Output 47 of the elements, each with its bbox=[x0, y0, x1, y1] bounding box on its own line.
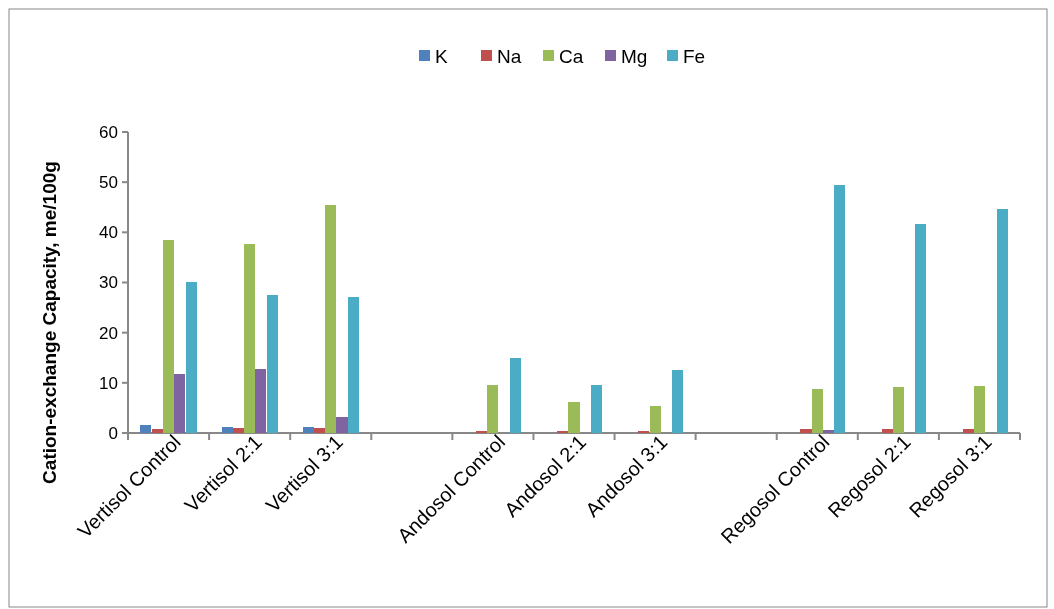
y-tick-label: 60 bbox=[99, 122, 118, 142]
bar bbox=[834, 185, 846, 433]
legend-label: Mg bbox=[621, 45, 648, 67]
bar bbox=[996, 209, 1008, 433]
bar bbox=[185, 282, 197, 433]
bar bbox=[509, 358, 522, 433]
bar bbox=[255, 368, 267, 433]
y-tick-label: 20 bbox=[99, 323, 118, 343]
bar bbox=[811, 388, 823, 433]
y-tick-label: 10 bbox=[99, 373, 118, 393]
legend-label: Ca bbox=[559, 45, 584, 67]
bar bbox=[221, 426, 233, 433]
y-tick-label: 30 bbox=[99, 273, 118, 293]
y-tick-label: 40 bbox=[99, 223, 118, 243]
bar bbox=[244, 244, 256, 433]
bar bbox=[325, 205, 337, 433]
bar bbox=[672, 370, 684, 433]
bar bbox=[557, 430, 569, 433]
legend-label: Na bbox=[497, 45, 522, 67]
bar bbox=[163, 240, 175, 433]
bar bbox=[892, 387, 904, 433]
bar bbox=[973, 386, 985, 433]
bar bbox=[140, 425, 152, 433]
bar bbox=[266, 295, 278, 433]
bar bbox=[638, 430, 650, 433]
bar bbox=[568, 402, 580, 433]
bar bbox=[347, 296, 359, 433]
bar bbox=[313, 427, 325, 433]
y-tick-label: 0 bbox=[108, 423, 118, 443]
bar bbox=[881, 429, 893, 433]
bar bbox=[232, 427, 244, 433]
bar bbox=[336, 417, 348, 433]
bar bbox=[302, 426, 314, 433]
bar bbox=[962, 429, 974, 433]
bar bbox=[649, 406, 661, 433]
y-tick-label: 50 bbox=[99, 173, 118, 193]
bar bbox=[174, 374, 186, 433]
bar bbox=[823, 429, 835, 433]
bar bbox=[915, 224, 927, 433]
bar bbox=[800, 429, 812, 433]
y-axis-title: Cation-exchange Capacity, me/100g bbox=[39, 161, 60, 484]
legend-label: Fe bbox=[683, 45, 706, 67]
legend-label: K bbox=[435, 45, 448, 67]
bar bbox=[476, 430, 488, 433]
bar bbox=[151, 429, 163, 433]
bar bbox=[591, 384, 603, 433]
bar bbox=[487, 384, 499, 433]
